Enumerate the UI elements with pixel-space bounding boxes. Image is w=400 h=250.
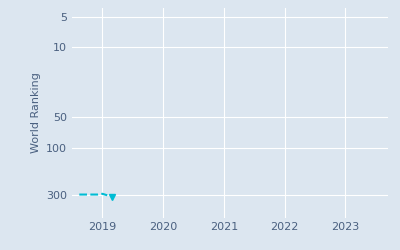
Y-axis label: World Ranking: World Ranking <box>30 72 40 153</box>
